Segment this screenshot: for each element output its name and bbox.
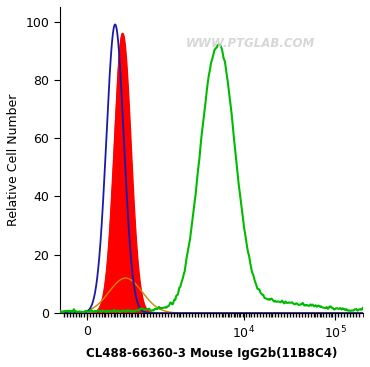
X-axis label: CL488-66360-3 Mouse IgG2b(11B8C4): CL488-66360-3 Mouse IgG2b(11B8C4) bbox=[86, 347, 337, 360]
Text: WWW.PTGLAB.COM: WWW.PTGLAB.COM bbox=[186, 37, 316, 50]
Y-axis label: Relative Cell Number: Relative Cell Number bbox=[7, 94, 20, 226]
